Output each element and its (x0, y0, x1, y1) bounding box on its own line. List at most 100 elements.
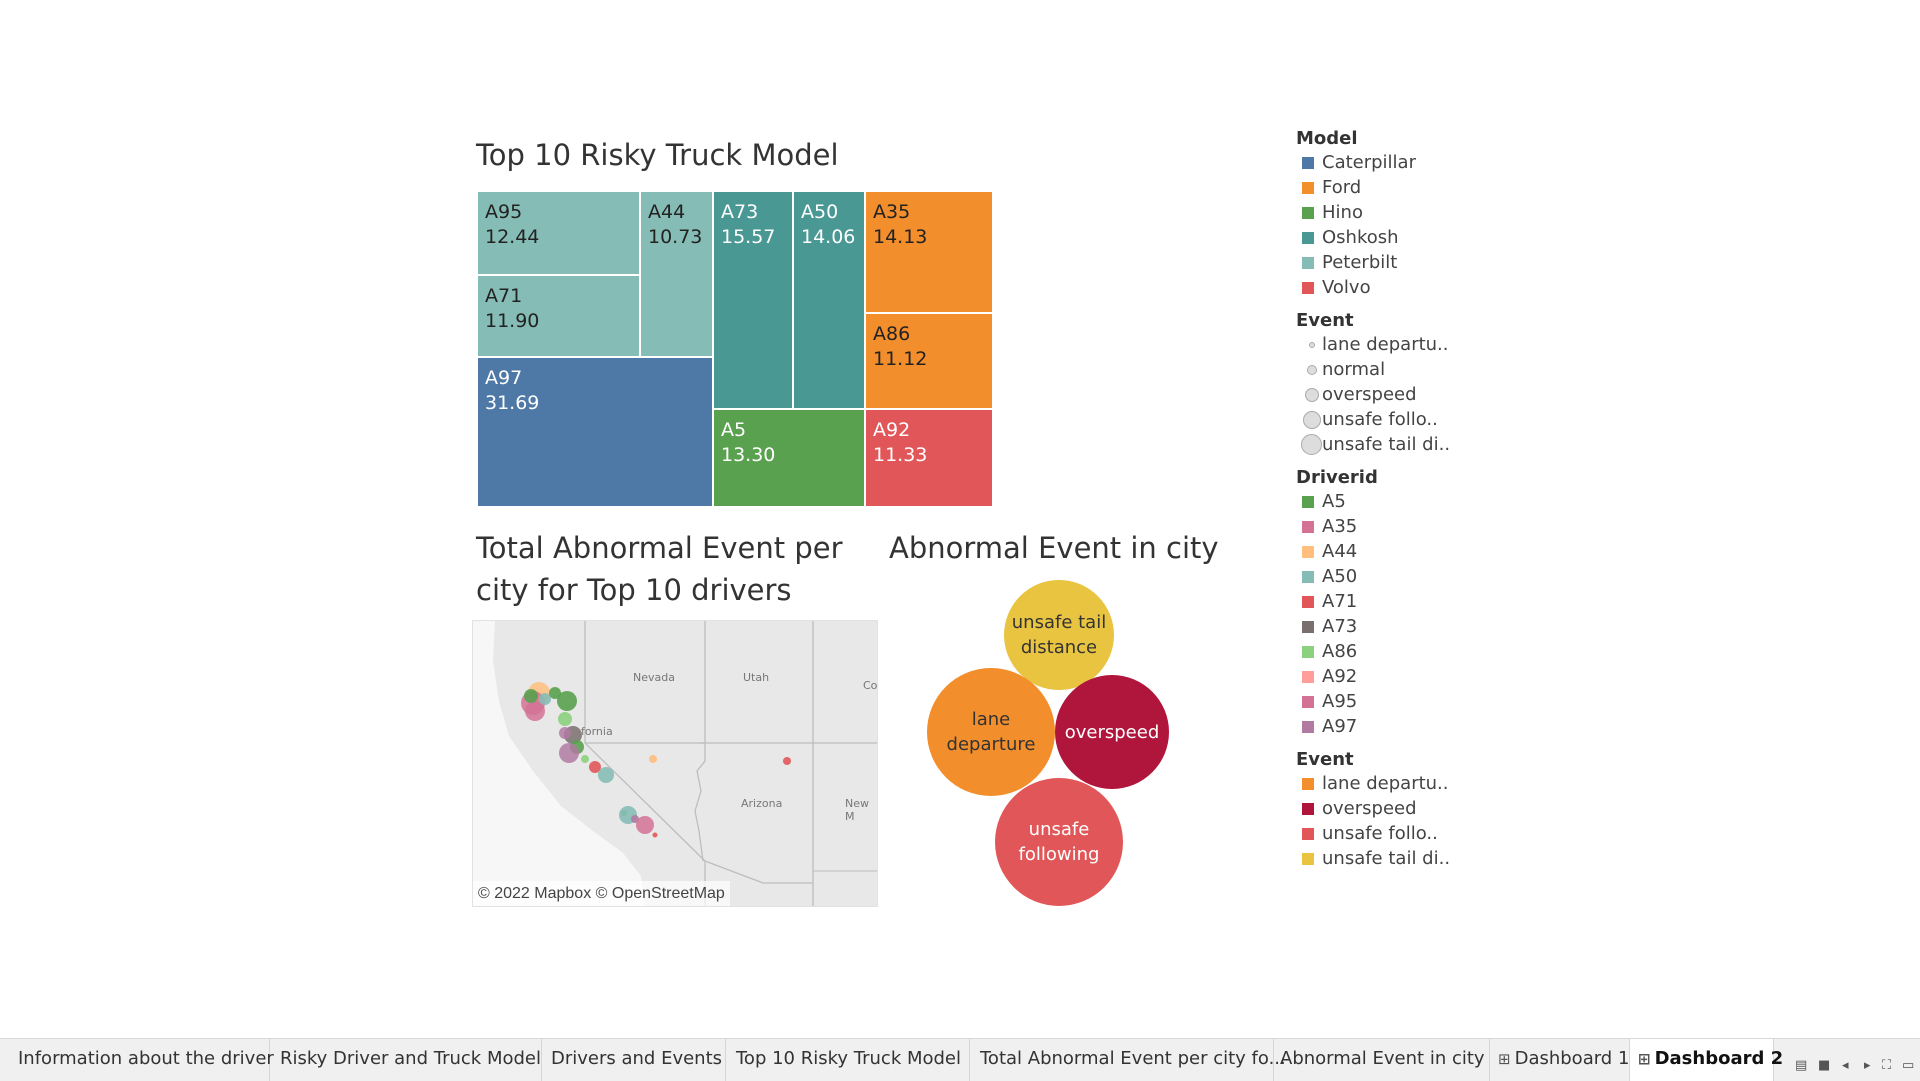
legend-label: unsafe follo.. (1322, 409, 1438, 430)
treemap-title: Top 10 Risky Truck Model (476, 138, 839, 172)
tile-value: 11.90 (485, 310, 540, 332)
legend-item-a95[interactable]: A95 (1296, 689, 1616, 714)
legend-event-color-title: Event (1296, 749, 1354, 770)
map-canvas[interactable] (473, 621, 877, 906)
treemap-tile-a97[interactable]: A97 31.69 (476, 356, 714, 508)
scroll-left-icon[interactable]: ◂ (1842, 1058, 1849, 1073)
legend-label: A44 (1322, 541, 1358, 562)
legend-label: A71 (1322, 591, 1358, 612)
tab-top-10-risky-truck-model[interactable]: Top 10 Risky Truck Model (728, 1039, 970, 1081)
tab-abnormal-event-in-city[interactable]: Abnormal Event in city (1272, 1039, 1490, 1081)
bubble-lane-departure[interactable]: lane departure (927, 668, 1055, 796)
legend-item-a5[interactable]: A5 (1296, 489, 1616, 514)
tab-label: Drivers and Events (551, 1048, 723, 1069)
treemap-tile-a5[interactable]: A5 13.30 (712, 408, 866, 508)
color-swatch (1302, 803, 1314, 815)
color-swatch (1302, 721, 1314, 733)
tabs-view-icon[interactable]: ■ (1818, 1058, 1831, 1073)
treemap-tile-a35[interactable]: A35 14.13 (864, 190, 994, 314)
color-swatch (1302, 496, 1314, 508)
legend-item-hino[interactable]: Hino (1296, 200, 1616, 225)
legend-label: Peterbilt (1322, 252, 1398, 273)
map-label-utah: Utah (743, 671, 770, 684)
legend-label: Hino (1322, 202, 1363, 223)
tile-label: A44 (648, 201, 686, 223)
legend-item-a44[interactable]: A44 (1296, 539, 1616, 564)
tab-dashboard-1[interactable]: ⊞ Dashboard 1 (1490, 1039, 1630, 1081)
legend-label: Ford (1322, 177, 1362, 198)
tab-drivers-and-events[interactable]: Drivers and Events (543, 1039, 726, 1081)
tab-total-abnormal-event[interactable]: Total Abnormal Event per city fo... (972, 1039, 1286, 1081)
legend-item-lane-departure[interactable]: lane departu.. (1296, 771, 1616, 796)
legend-item-ford[interactable]: Ford (1296, 175, 1616, 200)
tile-label: A95 (485, 201, 523, 223)
tile-label: A97 (485, 367, 523, 389)
legend-item-a97[interactable]: A97 (1296, 714, 1616, 739)
legend-item-a71[interactable]: A71 (1296, 589, 1616, 614)
size-circle (1305, 388, 1319, 402)
bubble-unsafe-following[interactable]: unsafe following (995, 778, 1123, 906)
tab-risky-driver-and-truck-model[interactable]: Risky Driver and Truck Model (272, 1039, 542, 1081)
legend-item-a92[interactable]: A92 (1296, 664, 1616, 689)
treemap-tile-a92[interactable]: A92 11.33 (864, 408, 994, 508)
bubble-unsafe-tail-distance[interactable]: unsafe tail distance (1004, 580, 1114, 690)
legend-item-unsafe-tail[interactable]: unsafe tail di.. (1296, 846, 1616, 871)
legend-item-size-unsafe-following[interactable]: unsafe follo.. (1296, 407, 1616, 432)
map-attribution[interactable]: © 2022 Mapbox © OpenStreetMap (473, 881, 730, 906)
legend-label: A35 (1322, 516, 1358, 537)
tab-dashboard-2[interactable]: ⊞ Dashboard 2 (1630, 1039, 1783, 1081)
tab-information-about-the-driver[interactable]: Information about the driver (10, 1039, 274, 1081)
treemap-tile-a44[interactable]: A44 10.73 (639, 190, 714, 358)
legend-item-a35[interactable]: A35 (1296, 514, 1616, 539)
map-view[interactable]: Nevada Utah fornia Co Arizona New M © 20… (472, 620, 878, 907)
tile-label: A73 (721, 201, 759, 223)
tile-value: 12.44 (485, 226, 540, 248)
tile-label: A35 (873, 201, 911, 223)
legend-item-unsafe-following[interactable]: unsafe follo.. (1296, 821, 1616, 846)
legend-item-oshkosh[interactable]: Oshkosh (1296, 225, 1616, 250)
tile-value: 31.69 (485, 392, 540, 414)
color-swatch (1302, 521, 1314, 533)
tile-value: 15.57 (721, 226, 776, 248)
legend-item-a86[interactable]: A86 (1296, 639, 1616, 664)
legend-label: A97 (1322, 716, 1358, 737)
tile-label: A5 (721, 419, 747, 441)
treemap-tile-a86[interactable]: A86 11.12 (864, 312, 994, 410)
legend-item-size-lane-departure[interactable]: lane departu.. (1296, 332, 1616, 357)
legend-item-caterpillar[interactable]: Caterpillar (1296, 150, 1616, 175)
legend-item-size-overspeed[interactable]: overspeed (1296, 382, 1616, 407)
color-swatch (1302, 207, 1314, 219)
legend-label: lane departu.. (1322, 334, 1449, 355)
legend-item-volvo[interactable]: Volvo (1296, 275, 1616, 300)
present-icon[interactable]: ▭ (1902, 1058, 1915, 1073)
treemap-tile-a71[interactable]: A71 11.90 (476, 274, 641, 358)
legend-label: A73 (1322, 616, 1358, 637)
map-label-newmexico: New M (845, 797, 869, 823)
treemap-tile-a95[interactable]: A95 12.44 (476, 190, 641, 276)
legend-item-peterbilt[interactable]: Peterbilt (1296, 250, 1616, 275)
color-swatch (1302, 828, 1314, 840)
size-circle (1301, 434, 1322, 455)
treemap-tile-a73[interactable]: A73 15.57 (712, 190, 794, 410)
tab-label: Top 10 Risky Truck Model (736, 1048, 962, 1069)
legend-item-size-unsafe-tail[interactable]: unsafe tail di.. (1296, 432, 1616, 457)
legend-item-a50[interactable]: A50 (1296, 564, 1616, 589)
legend-item-size-normal[interactable]: normal (1296, 357, 1616, 382)
size-circle (1309, 342, 1315, 348)
legend-item-overspeed[interactable]: overspeed (1296, 796, 1616, 821)
fullscreen-icon[interactable]: ⛶ (1882, 1058, 1892, 1073)
treemap-tile-a50[interactable]: A50 14.06 (792, 190, 866, 410)
scroll-right-icon[interactable]: ▸ (1864, 1058, 1871, 1073)
legend-event-size-title: Event (1296, 310, 1354, 331)
map-label-california: fornia (581, 725, 613, 738)
map-label-nevada: Nevada (633, 671, 675, 684)
bubble-overspeed[interactable]: overspeed (1055, 675, 1169, 789)
legend-label: unsafe tail di.. (1322, 848, 1451, 869)
dashboard-grid-icon: ⊞ (1638, 1050, 1651, 1068)
legend-model-title: Model (1296, 128, 1358, 149)
sheet-tab-bar: Information about the driver Risky Drive… (0, 1038, 1920, 1081)
legend-item-a73[interactable]: A73 (1296, 614, 1616, 639)
filmstrip-view-icon[interactable]: ▤ (1795, 1058, 1808, 1073)
tile-value: 10.73 (648, 226, 703, 248)
color-swatch (1302, 257, 1314, 269)
